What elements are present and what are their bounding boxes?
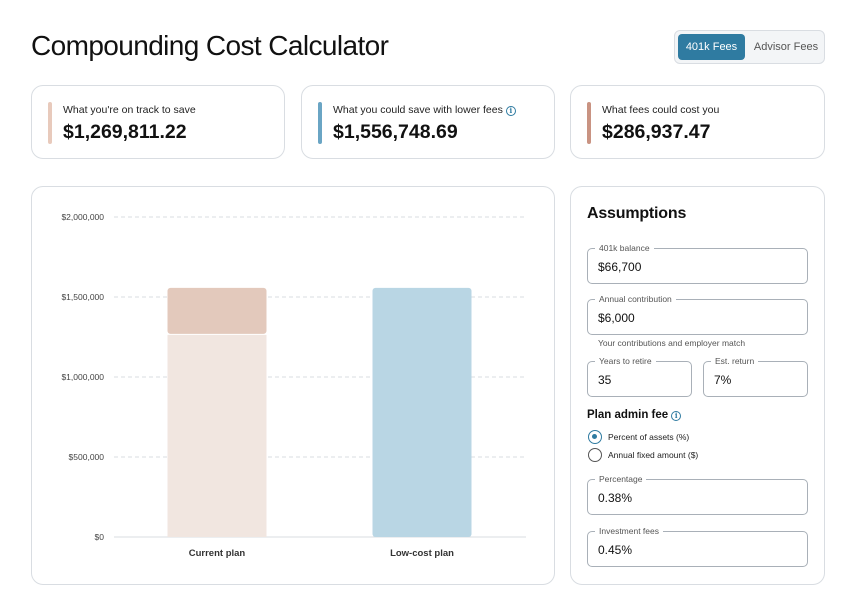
contribution-input[interactable] [598,311,785,325]
return-label: Est. return [711,355,759,367]
summary-card-lower-fees: What you could save with lower fees i $1,… [301,85,555,159]
annual-fixed-amount-label[interactable]: Annual fixed amount ($) [608,450,699,460]
years-label: Years to retire [595,355,656,367]
investment-fees-input[interactable] [598,543,785,557]
investment-fees-field[interactable]: Investment fees [587,525,808,567]
percent-of-assets-label[interactable]: Percent of assets (%) [608,432,690,442]
savings-bar-chart: $0 $500,000 $1,000,000 $1,500,000 $2,000,000… [61,212,526,559]
summary-label-wrap: What you could save with lower fees i [333,104,516,116]
accent-bar [48,102,52,144]
balance-field[interactable]: 401k balance [587,242,808,284]
contribution-helper: Your contributions and employer match [598,338,746,348]
y-tick-label: $1,500,000 [61,292,104,302]
info-icon[interactable]: i [505,106,516,116]
contribution-label: Annual contribution [595,293,676,305]
admin-fee-heading: Plan admin fee i [587,409,682,421]
tab-401k-fees[interactable]: 401k Fees [678,34,745,60]
chart-card: $0 $500,000 $1,000,000 $1,500,000 $2,000,000… [31,186,555,585]
percent-of-assets-radio[interactable] [588,430,602,444]
fee-type-toggle: 401k Fees Advisor Fees [674,30,825,64]
assumptions-title: Assumptions [587,205,687,222]
info-icon[interactable]: i [671,411,682,421]
assumptions-panel: Assumptions 401k balance Annual contribu… [570,186,825,585]
admin-fee-label: Plan admin fee [587,409,669,421]
summary-value: $1,556,748.69 [333,121,458,143]
percentage-label: Percentage [595,473,647,485]
percentage-field[interactable]: Percentage [587,473,808,515]
y-tick-label: $2,000,000 [61,212,104,222]
balance-label: 401k balance [595,242,654,254]
page-title: Compounding Cost Calculator [31,30,389,61]
balance-input[interactable] [598,260,785,274]
years-field[interactable]: Years to retire [587,355,692,397]
contribution-field[interactable]: Annual contribution [587,293,808,335]
annual-fixed-amount-radio[interactable] [588,448,602,462]
bar-segment [167,287,267,334]
summary-label: What you could save with lower fees [333,104,503,116]
y-tick-label: $500,000 [69,452,105,462]
x-tick-label: Low-cost plan [390,548,454,559]
investment-fees-label: Investment fees [595,525,664,537]
bar-segment [167,333,267,537]
return-field[interactable]: Est. return [703,355,808,397]
x-tick-label: Current plan [189,548,246,559]
summary-value: $1,269,811.22 [63,121,187,143]
return-input[interactable] [714,373,802,387]
summary-card-fee-cost: What fees could cost you $286,937.47 [570,85,825,159]
percentage-input[interactable] [598,491,785,505]
tab-advisor-fees[interactable]: Advisor Fees [753,41,819,53]
years-input[interactable] [598,373,686,387]
accent-bar [318,102,322,144]
y-tick-label: $0 [95,532,105,542]
summary-card-on-track: What you're on track to save $1,269,811.… [31,85,285,159]
summary-label: What you're on track to save [63,104,196,116]
summary-label: What fees could cost you [602,104,720,116]
bar-segment [372,287,472,537]
accent-bar [587,102,591,144]
y-tick-label: $1,000,000 [61,372,104,382]
summary-value: $286,937.47 [602,121,711,143]
